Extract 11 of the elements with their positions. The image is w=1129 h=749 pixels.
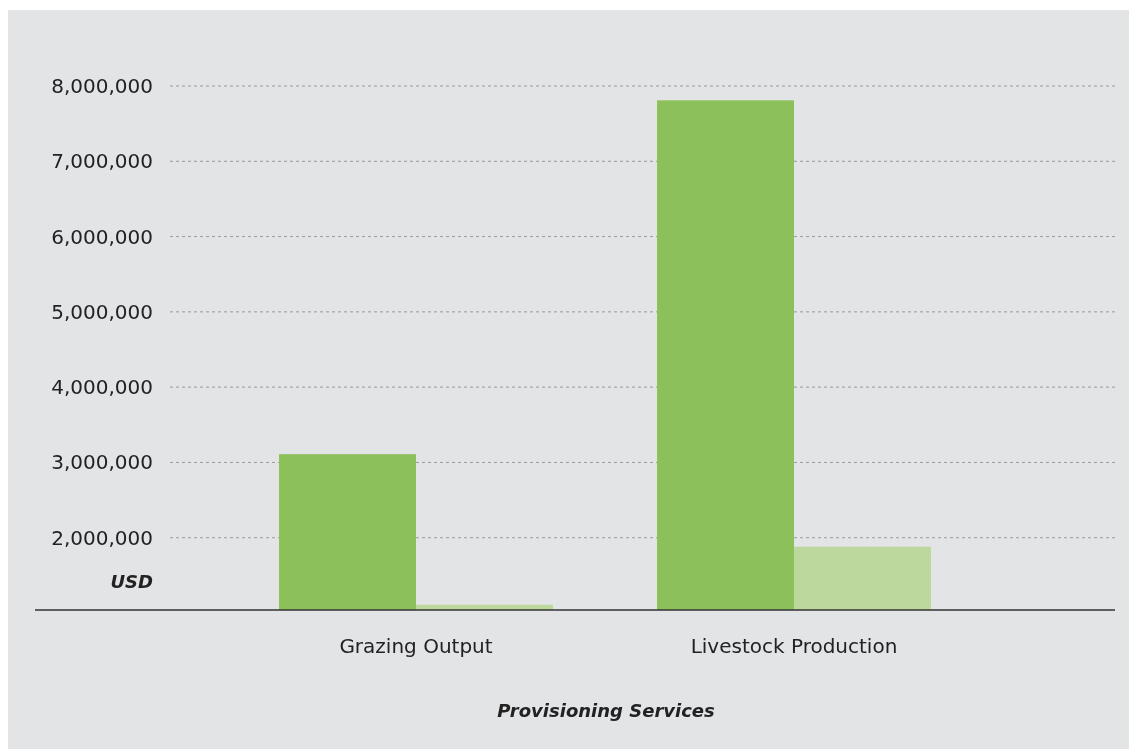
y-tick-label: 8,000,000	[51, 74, 153, 98]
y-tick-label: 4,000,000	[51, 375, 153, 400]
y-tick-label: 7,000,000	[51, 149, 153, 174]
y-tick-label: 5,000,000	[51, 299, 153, 324]
y-tick-label: 2,000,000	[51, 525, 153, 550]
y-axis-title: USD	[110, 571, 154, 592]
y-tick-label: 3,000,000	[51, 450, 153, 475]
x-tick-label: Grazing Output	[339, 634, 493, 658]
y-tick-label: 6,000,000	[51, 224, 153, 249]
x-tick-label: Livestock Production	[690, 634, 898, 658]
x-axis-title: Provisioning Services	[497, 700, 716, 721]
